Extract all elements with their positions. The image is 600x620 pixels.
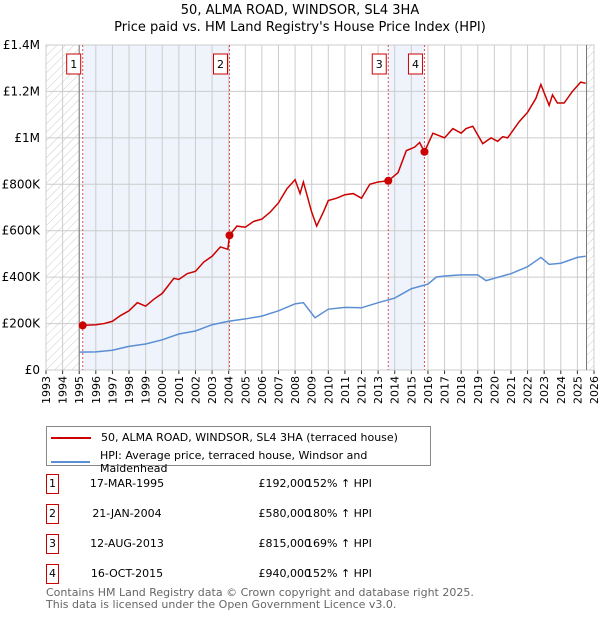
x-tick-label: 2003 [206,376,219,404]
x-tick-label: 2022 [522,376,535,404]
x-tick-label: 2023 [538,376,551,404]
sale-row: 1 17-MAR-1995 £192,000 152% ↑ HPI [46,474,446,496]
x-tick-label: 2018 [455,376,468,404]
x-tick-label: 2000 [156,376,169,404]
price-chart: 1993 1994 1995 1996 1997 1998 1999 2000 2001 2002… [2,38,600,404]
legend-property: 50, ALMA ROAD, WINDSOR, SL4 3HA (terrace… [101,431,398,444]
y-tick-label: £1.4M [3,38,40,52]
sale-number: 1 [46,474,59,494]
x-tick-label: 2016 [422,376,435,404]
hatched-range [586,45,594,370]
y-tick-label: £800K [2,177,42,191]
sale-marker-label: 3 [376,58,383,71]
x-tick-label: 2013 [372,376,385,404]
legend-red-line [51,436,91,439]
shaded-range [82,45,230,370]
x-tick-label: 2005 [239,376,252,404]
legend: 50, ALMA ROAD, WINDSOR, SL4 3HA (terrace… [46,426,431,475]
x-tick-label: 2007 [272,376,285,404]
x-tick-label: 2017 [439,376,452,404]
x-tick-label: 2026 [588,376,600,404]
sale-date: 17-MAR-1995 [89,477,165,490]
sale-number: 3 [46,534,59,554]
x-tick-label: 2010 [322,376,335,404]
sale-number: 4 [46,564,59,584]
sale-price: £580,000 [258,507,312,520]
plot-border [45,44,595,371]
footer-licence: This data is licensed under the Open Gov… [46,598,397,611]
x-tick-label: 2004 [223,376,236,404]
sale-row: 4 16-OCT-2015 £940,000 152% ↑ HPI [46,564,446,586]
sale-point [78,321,87,330]
sale-row: 2 21-JAN-2004 £580,000 180% ↑ HPI [46,504,446,526]
x-tick-label: 1994 [57,376,70,404]
y-tick-label: £200K [2,317,42,331]
x-tick-label: 2002 [189,376,202,404]
x-tick-label: 2025 [571,376,584,404]
sale-point [384,176,393,185]
sale-price: £192,000 [258,477,312,490]
sale-marker-badge [66,53,82,75]
x-tick-label: 1996 [90,376,103,404]
sale-hpi-change: 169% ↑ HPI [306,537,372,550]
sale-hpi-change: 180% ↑ HPI [306,507,372,520]
sale-number: 2 [46,504,59,524]
sale-price: £940,000 [258,567,312,580]
x-tick-label: 2012 [356,376,369,404]
sale-marker-badge [371,53,387,75]
x-tick-label: 1995 [73,376,86,404]
x-tick-label: 2006 [256,376,269,404]
y-tick-label: £600K [2,224,42,238]
shaded-range [388,45,425,370]
sale-date: 16-OCT-2015 [90,567,164,580]
sale-date: 21-JAN-2004 [92,507,162,520]
sale-price: £815,000 [258,537,312,550]
sale-date: 12-AUG-2013 [90,537,164,550]
sale-marker-badge [212,53,228,75]
sale-marker-label: 2 [217,58,224,71]
x-tick-label: 2014 [389,376,402,404]
x-tick-label: 1997 [106,376,119,404]
x-tick-label: 2020 [488,376,501,404]
x-tick-label: 1999 [140,376,153,404]
footer-copyright: Contains HM Land Registry data © Crown c… [46,586,474,599]
sale-marker-badge [407,53,423,75]
x-tick-label: 1998 [123,376,136,404]
legend-hpi: HPI: Average price, terraced house, Wind… [100,449,368,475]
chart-title: 50, ALMA ROAD, WINDSOR, SL4 3HA [180,3,420,18]
sale-hpi-change: 152% ↑ HPI [306,477,372,490]
series-line [79,255,586,353]
y-tick-label: £0 [25,363,40,377]
sale-hpi-change: 152% ↑ HPI [306,567,372,580]
series-line [82,81,586,327]
x-tick-label: 2001 [173,376,186,404]
x-tick-label: 2024 [555,376,568,404]
sale-marker-label: 4 [412,58,419,71]
y-tick-label: £400K [2,270,42,284]
x-tick-label: 2008 [289,376,302,404]
sale-marker-label: 1 [70,58,77,71]
x-tick-label: 2011 [339,376,352,404]
legend-blue-line [51,461,91,463]
chart-subtitle: Price paid vs. HM Land Registry's House … [114,20,486,35]
x-tick-label: 2019 [472,376,485,404]
y-tick-label: £1.2M [3,84,40,98]
x-tick-label: 2009 [306,376,319,404]
x-tick-label: 2021 [505,376,518,404]
x-tick-label: 1993 [40,376,53,404]
x-tick-label: 2015 [405,376,418,404]
y-tick-label: £1M [14,131,40,145]
sale-point [225,231,234,240]
sale-point [420,147,429,156]
sale-row: 3 12-AUG-2013 £815,000 169% ↑ HPI [46,534,446,556]
